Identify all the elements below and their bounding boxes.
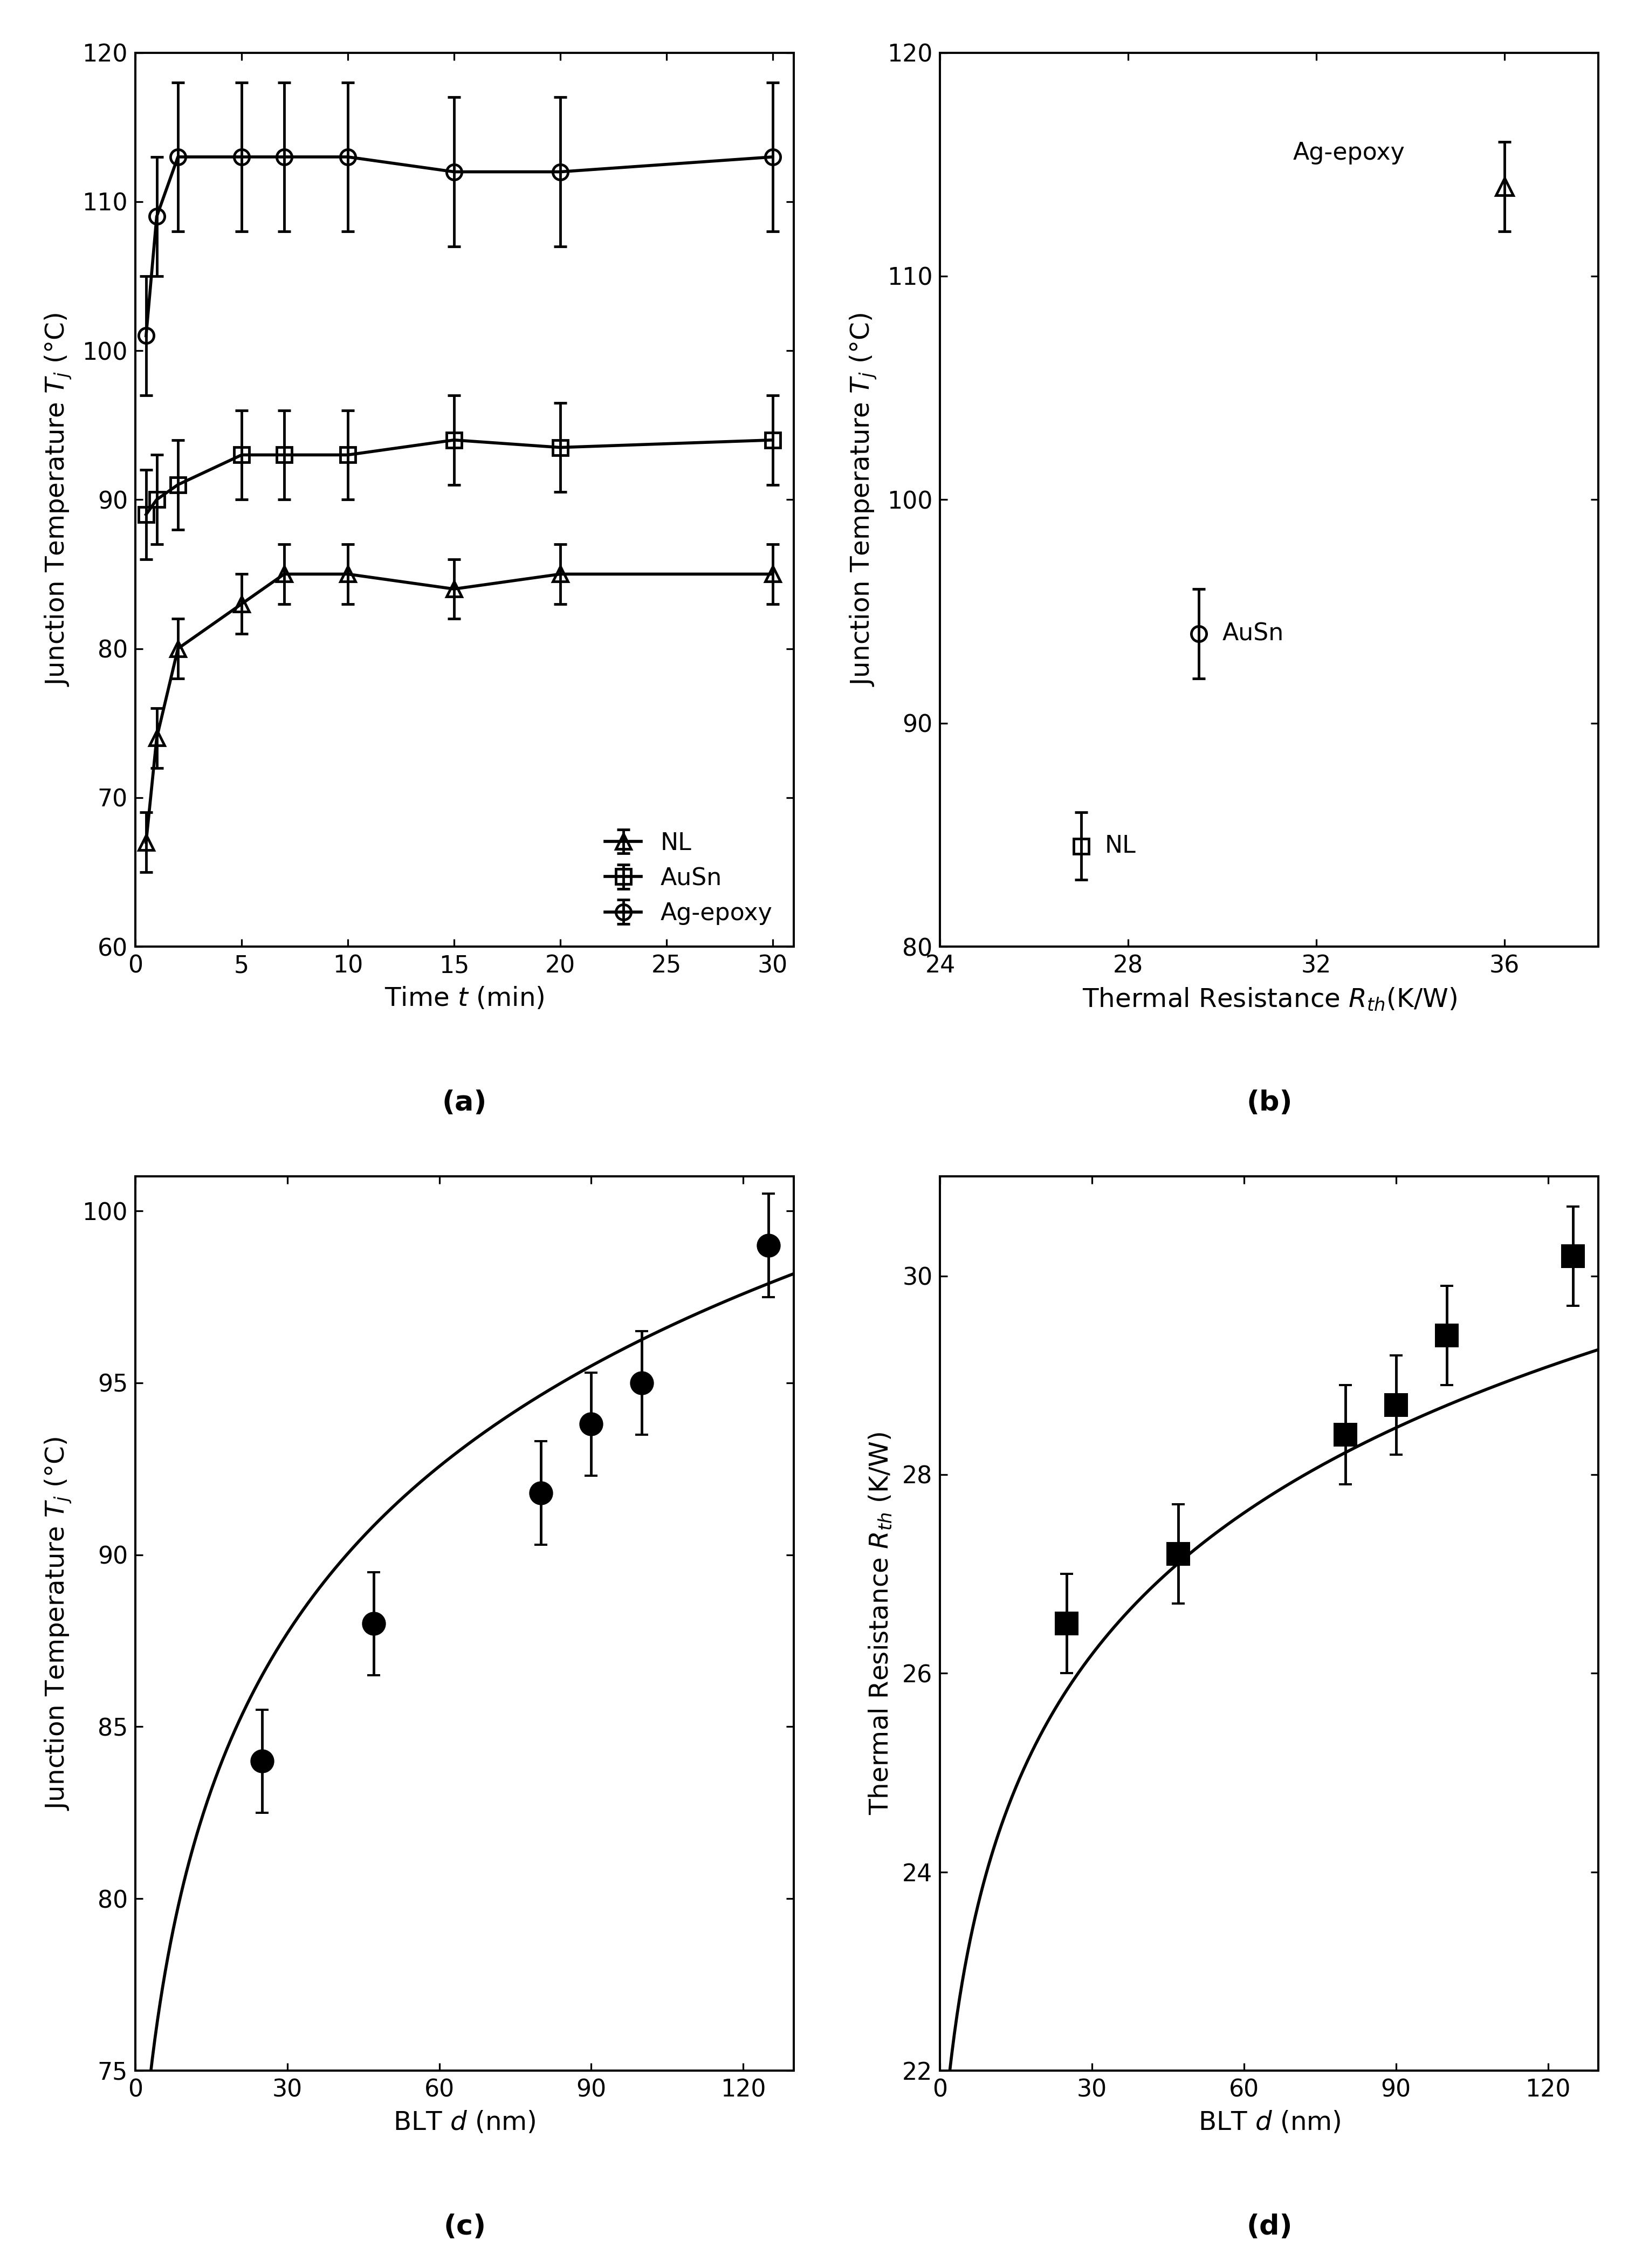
- Legend: NL, AuSn, Ag-epoxy: NL, AuSn, Ag-epoxy: [596, 821, 782, 934]
- Y-axis label: Junction Temperature $T_j$ (°C): Junction Temperature $T_j$ (°C): [43, 313, 74, 687]
- Y-axis label: Thermal Resistance $R_{th}$ (K/W): Thermal Resistance $R_{th}$ (K/W): [867, 1431, 893, 1814]
- Text: AuSn: AuSn: [1222, 621, 1284, 646]
- Text: NL: NL: [1105, 835, 1136, 857]
- X-axis label: Thermal Resistance $R_{th}$(K/W): Thermal Resistance $R_{th}$(K/W): [1082, 987, 1456, 1012]
- Text: (b): (b): [1246, 1089, 1292, 1116]
- X-axis label: BLT $d$ (nm): BLT $d$ (nm): [394, 2109, 535, 2136]
- Text: (c): (c): [443, 2214, 486, 2241]
- Text: Ag-epoxy: Ag-epoxy: [1292, 141, 1406, 163]
- Y-axis label: Junction Temperature $T_j$ (°C): Junction Temperature $T_j$ (°C): [43, 1436, 74, 1810]
- X-axis label: BLT $d$ (nm): BLT $d$ (nm): [1199, 2109, 1340, 2136]
- X-axis label: Time $t$ (min): Time $t$ (min): [384, 987, 545, 1012]
- Text: (a): (a): [442, 1089, 488, 1116]
- Y-axis label: Junction Temperature $T_j$ (°C): Junction Temperature $T_j$ (°C): [849, 313, 878, 687]
- Text: (d): (d): [1246, 2214, 1292, 2241]
